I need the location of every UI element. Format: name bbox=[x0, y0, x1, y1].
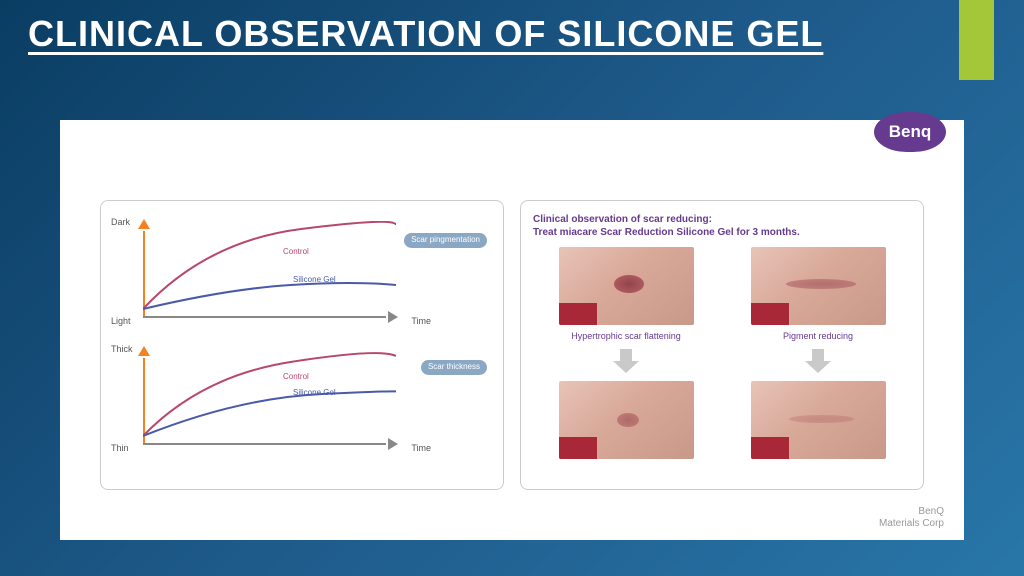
chart-badge: Scar thickness bbox=[421, 360, 487, 375]
clinical-photo-1 bbox=[751, 247, 886, 325]
clinical-photo-2 bbox=[559, 381, 694, 459]
photo-caption: Hypertrophic scar flattening bbox=[571, 331, 681, 341]
chart-0: DarkLightTimeScar pingmentationControlSi… bbox=[113, 213, 491, 328]
right-panel-photos: Clinical observation of scar reducing: T… bbox=[520, 200, 924, 490]
series-label: Silicone Gel bbox=[293, 275, 336, 284]
slide-title: CLINICAL OBSERVATION OF SILICONE GEL bbox=[28, 12, 823, 55]
down-arrow-icon bbox=[802, 347, 834, 375]
down-arrow-icon bbox=[610, 347, 642, 375]
left-panel-charts: DarkLightTimeScar pingmentationControlSi… bbox=[100, 200, 504, 490]
series-label: Control bbox=[283, 247, 309, 256]
series-label: Silicone Gel bbox=[293, 388, 336, 397]
clinical-photo-3 bbox=[751, 381, 886, 459]
photo-grid: Hypertrophic scar flattening Pigment redu… bbox=[533, 247, 911, 459]
accent-bar bbox=[959, 0, 994, 80]
clinical-photo-0 bbox=[559, 247, 694, 325]
content-box: Benq DarkLightTimeScar pingmentationCont… bbox=[60, 120, 964, 540]
photo-caption: Pigment reducing bbox=[783, 331, 853, 341]
footer-text: BenQMaterials Corp bbox=[879, 506, 944, 530]
right-panel-title: Clinical observation of scar reducing: T… bbox=[533, 213, 911, 239]
chart-1: ThickThinTimeScar thicknessControlSilico… bbox=[113, 340, 491, 455]
chart-badge: Scar pingmentation bbox=[404, 233, 487, 248]
series-label: Control bbox=[283, 372, 309, 381]
benq-logo: Benq bbox=[874, 112, 946, 152]
